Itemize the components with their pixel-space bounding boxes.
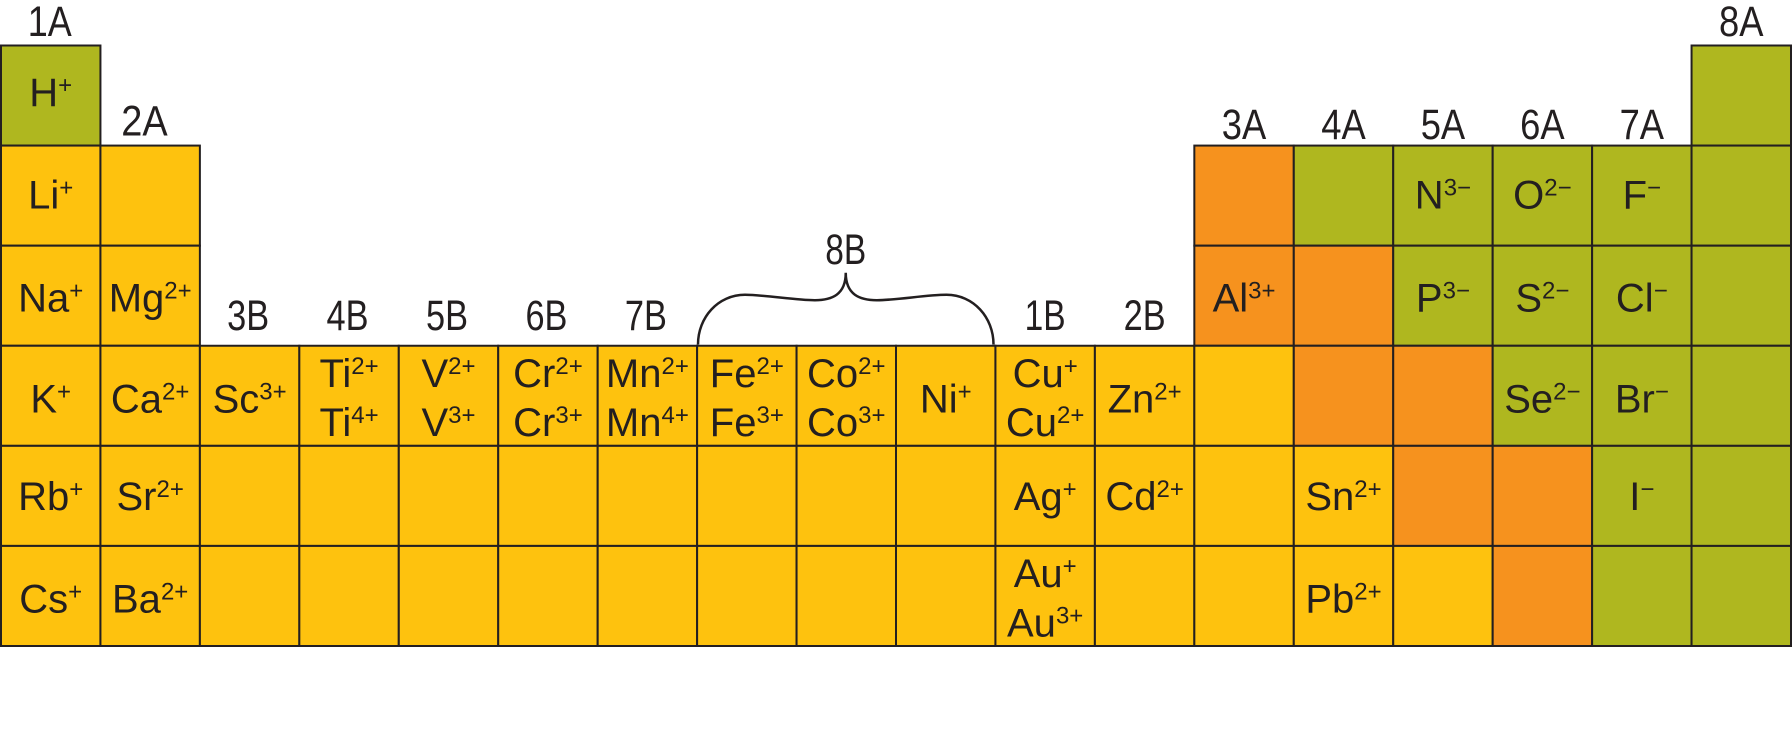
- svg-text:Al3+: Al3+: [1213, 277, 1276, 321]
- svg-text:Au+: Au+: [1014, 552, 1077, 596]
- svg-text:Ba2+: Ba2+: [112, 577, 188, 621]
- svg-text:3A: 3A: [1222, 101, 1267, 149]
- svg-text:Cr2+: Cr2+: [513, 352, 583, 396]
- svg-text:6B: 6B: [525, 292, 567, 340]
- svg-text:8A: 8A: [1719, 0, 1764, 46]
- svg-text:3B: 3B: [227, 292, 269, 340]
- svg-text:7A: 7A: [1620, 101, 1665, 149]
- svg-text:1B: 1B: [1025, 292, 1066, 340]
- svg-text:8B: 8B: [825, 226, 866, 274]
- svg-text:4B: 4B: [327, 292, 369, 340]
- svg-text:5A: 5A: [1421, 101, 1466, 149]
- svg-text:7B: 7B: [625, 292, 667, 340]
- svg-text:6A: 6A: [1520, 101, 1565, 149]
- svg-text:Cu+: Cu+: [1013, 352, 1078, 396]
- svg-text:2A: 2A: [121, 98, 168, 146]
- svg-text:Sr2+: Sr2+: [116, 475, 183, 519]
- svg-text:4A: 4A: [1321, 101, 1366, 149]
- svg-text:Cr3+: Cr3+: [513, 401, 583, 445]
- svg-text:5B: 5B: [426, 292, 468, 340]
- svg-text:2B: 2B: [1124, 292, 1166, 340]
- svg-text:1A: 1A: [28, 0, 72, 46]
